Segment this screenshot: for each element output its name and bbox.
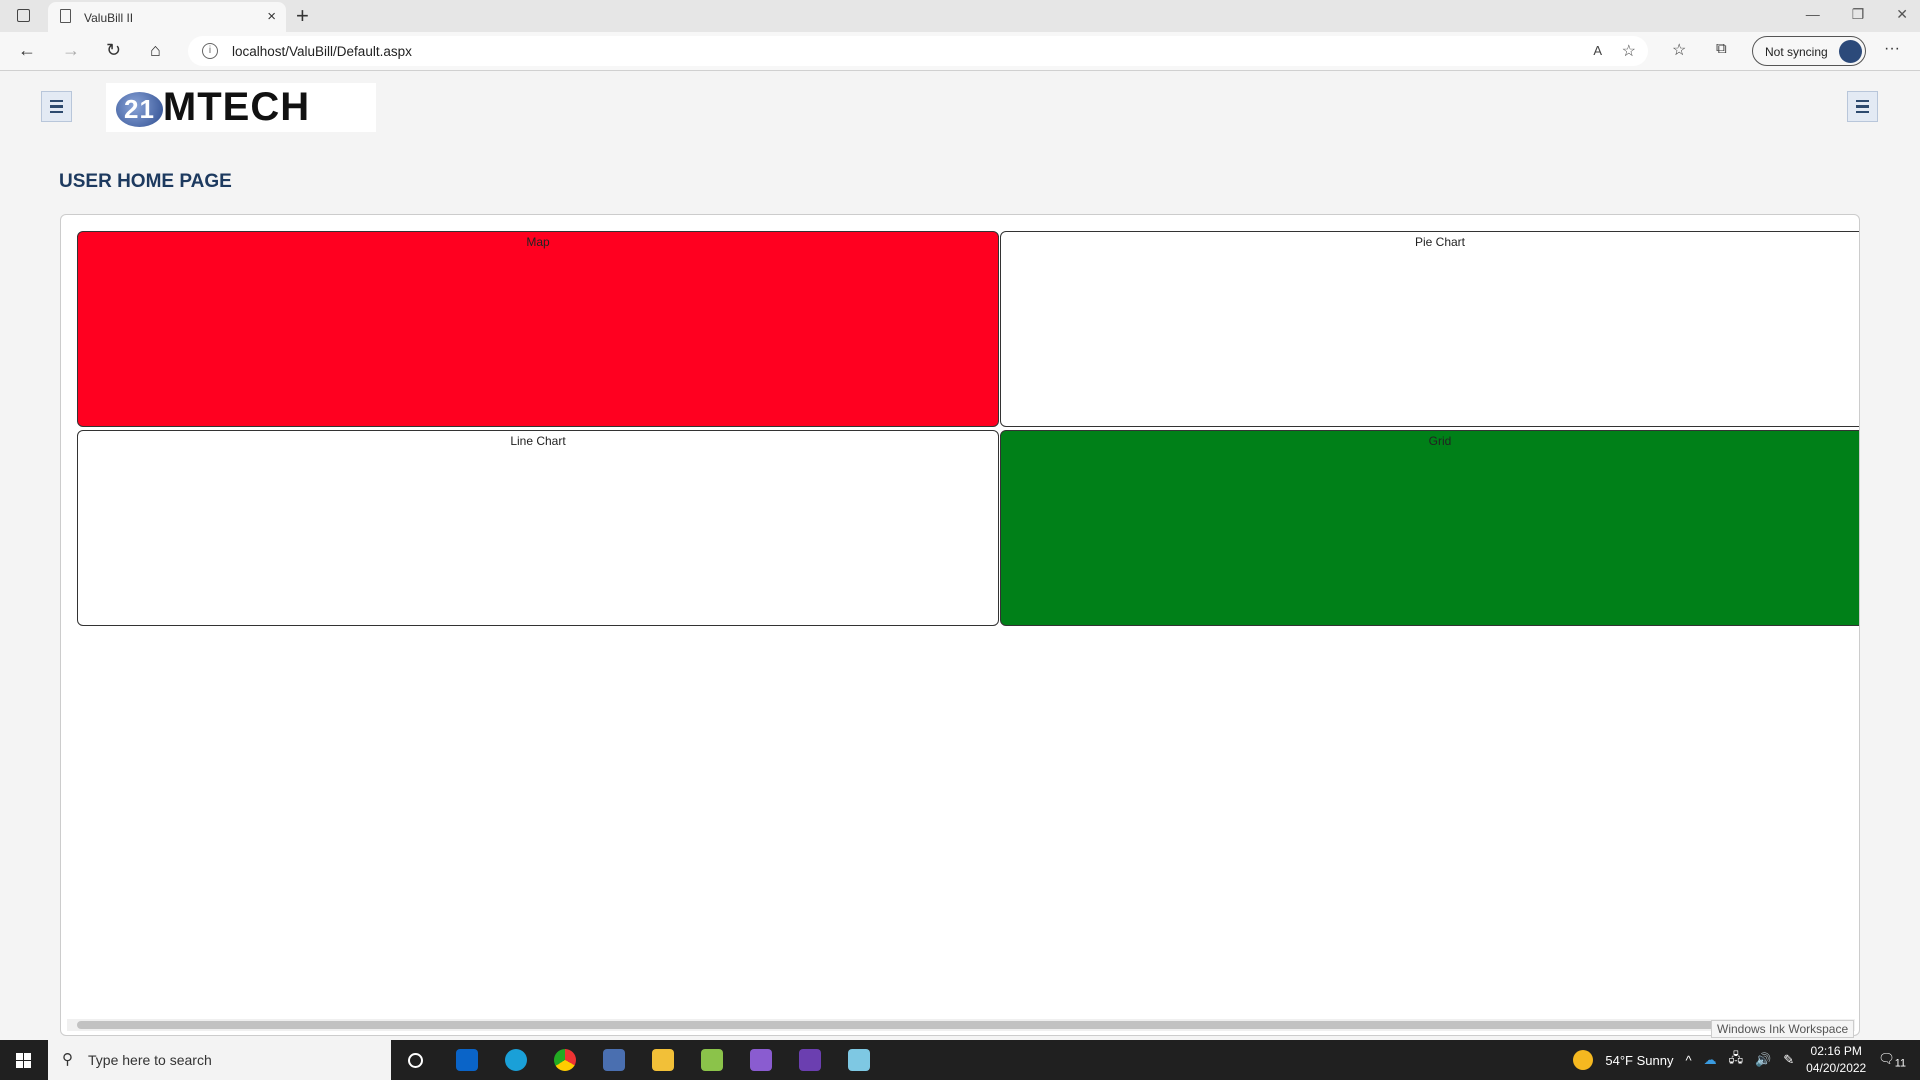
map-panel: Map xyxy=(77,231,999,427)
back-icon[interactable]: ← xyxy=(18,40,36,60)
visual-studio-icon[interactable] xyxy=(750,1049,772,1071)
start-icon[interactable] xyxy=(16,1053,31,1068)
refresh-icon[interactable]: ↻ xyxy=(106,40,122,60)
search-icon: ⚲ xyxy=(62,1051,73,1068)
search-placeholder: Type here to search xyxy=(88,1052,212,1068)
weather-text[interactable]: 54°F Sunny xyxy=(1605,1052,1674,1068)
sync-button[interactable]: Not syncing xyxy=(1752,36,1866,66)
chevron-up-icon[interactable]: ^ xyxy=(1685,1052,1692,1068)
notifications-icon[interactable]: 🗨11 xyxy=(1878,1050,1906,1070)
pen-icon[interactable]: ✎ xyxy=(1783,1052,1795,1067)
time: 02:16 PM xyxy=(1810,1044,1862,1058)
tooltip: Windows Ink Workspace xyxy=(1711,1020,1855,1038)
grid-panel: Grid xyxy=(1000,430,1859,626)
profile-avatar xyxy=(1839,40,1862,63)
weather-icon xyxy=(1573,1050,1594,1070)
collections-icon[interactable]: ⧉ xyxy=(1716,40,1727,57)
address-bar[interactable]: i localhost/ValuBill/Default.aspx A ☆ xyxy=(188,36,1648,66)
visual-studio-icon[interactable] xyxy=(799,1049,821,1071)
network-icon[interactable]: 🖧 xyxy=(1728,1050,1744,1065)
app-icon[interactable] xyxy=(848,1049,870,1071)
logo: 21 MTECH xyxy=(106,83,376,132)
url-text: localhost/ValuBill/Default.aspx xyxy=(232,44,412,59)
date: 04/20/2022 xyxy=(1806,1061,1867,1075)
scrollbar-thumb[interactable] xyxy=(77,1021,1757,1029)
close-window-icon[interactable]: ✕ xyxy=(1896,6,1908,22)
app-icon[interactable] xyxy=(701,1049,723,1071)
taskbar-search[interactable]: ⚲ Type here to search xyxy=(48,1040,391,1080)
dashboard-container: Map Pie Chart Line Chart Grid xyxy=(60,214,1860,1036)
panel-label: Pie Chart xyxy=(1414,235,1466,249)
pie-chart-panel: Pie Chart xyxy=(1000,231,1859,427)
new-tab-icon[interactable]: + xyxy=(296,3,309,28)
clock[interactable]: 02:16 PM 04/20/2022 xyxy=(1806,1043,1866,1077)
chrome-icon[interactable] xyxy=(554,1049,576,1071)
left-menu-button[interactable] xyxy=(41,91,72,122)
forward-icon[interactable]: → xyxy=(62,40,80,60)
line-chart-panel: Line Chart xyxy=(77,430,999,626)
file-explorer-icon[interactable] xyxy=(652,1049,674,1071)
browser-tab[interactable]: ValuBill II × xyxy=(48,2,286,32)
close-tab-icon[interactable]: × xyxy=(267,8,276,25)
edge-icon[interactable] xyxy=(505,1049,527,1071)
outlook-icon[interactable] xyxy=(456,1049,478,1071)
page-icon xyxy=(60,9,71,23)
notification-count: 11 xyxy=(1894,1057,1906,1070)
tab-bar: ValuBill II × + — ❐ ✕ xyxy=(0,0,1920,32)
panel-label: Line Chart xyxy=(510,434,566,448)
right-menu-button[interactable] xyxy=(1847,91,1878,122)
cortana-icon[interactable] xyxy=(408,1053,423,1068)
favorite-add-icon[interactable]: ☆ xyxy=(1621,43,1636,60)
volume-icon[interactable]: 🔊 xyxy=(1755,1052,1772,1067)
taskbar: ⚲ Type here to search 54°F Sunny ^ ☁ 🖧 🔊… xyxy=(0,1040,1920,1080)
page-title: USER HOME PAGE xyxy=(59,171,232,192)
minimize-icon[interactable]: — xyxy=(1805,6,1820,22)
address-row: ← → ↻ ⌂ i localhost/ValuBill/Default.asp… xyxy=(0,32,1920,71)
app-icon[interactable] xyxy=(603,1049,625,1071)
info-icon[interactable]: i xyxy=(202,43,218,59)
home-icon[interactable]: ⌂ xyxy=(150,40,161,60)
panel-label: Map xyxy=(526,235,550,249)
favorites-icon[interactable]: ☆ xyxy=(1672,42,1687,59)
tab-actions-icon[interactable] xyxy=(17,9,30,22)
horizontal-scrollbar[interactable] xyxy=(67,1019,1855,1031)
restore-icon[interactable]: ❐ xyxy=(1851,6,1865,22)
more-icon[interactable]: ··· xyxy=(1884,40,1900,57)
sync-label: Not syncing xyxy=(1765,45,1828,59)
tab-title: ValuBill II xyxy=(84,11,134,25)
panel-label: Grid xyxy=(1428,434,1452,448)
onedrive-icon[interactable]: ☁ xyxy=(1703,1052,1717,1067)
read-aloud-icon[interactable]: A xyxy=(1593,43,1602,58)
